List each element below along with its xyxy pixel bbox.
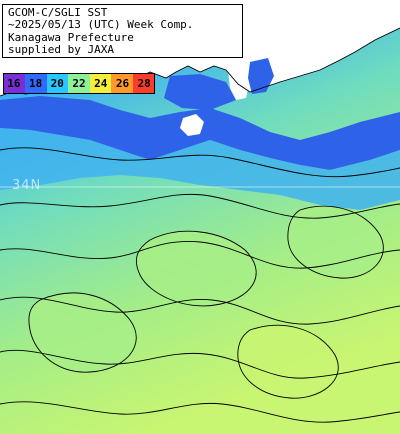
title-line-credit: supplied by JAXA — [8, 43, 114, 57]
sagami-bay — [164, 74, 236, 110]
isotherm-3 — [0, 240, 400, 269]
isotherm-10 — [287, 205, 384, 279]
title-line-region: Kanagawa Prefecture — [8, 30, 134, 44]
legend-label-22: 22 — [72, 77, 86, 90]
legend-swatch-16 — [4, 74, 26, 93]
legend-label-20: 20 — [50, 77, 64, 90]
warm-water-zone-1 — [136, 231, 257, 306]
temperature-legend-bar — [3, 73, 155, 94]
isotherm-4 — [0, 296, 400, 325]
legend-label-26: 26 — [115, 77, 130, 90]
isotherm-5 — [0, 349, 400, 379]
isotherm-1 — [0, 147, 400, 178]
tokyo-bay — [248, 58, 274, 94]
legend-swatch-24 — [89, 74, 112, 93]
temperature-legend-labels: 16 18 20 22 24 26 28 — [3, 73, 155, 94]
title-box: GCOM-C/SGLI SST ~2025/05/13 (UTC) Week C… — [2, 4, 243, 58]
warm-water-zone-2 — [28, 292, 137, 373]
title-line-satellite: GCOM-C/SGLI SST — [8, 6, 108, 19]
warm-water-zone-3 — [237, 325, 339, 399]
isotherm-8 — [28, 292, 137, 373]
land-oshima — [180, 114, 204, 136]
cool-water-zone — [0, 128, 400, 210]
legend-label-28: 28 — [137, 77, 151, 90]
legend-swatch-22 — [68, 74, 90, 93]
latitude-label: 34N — [12, 178, 42, 193]
legend-label-18: 18 — [28, 77, 43, 90]
legend-label-24: 24 — [94, 77, 108, 90]
title-line-date: ~2025/05/13 (UTC) Week Comp. — [8, 18, 194, 32]
legend-swatch-18 — [25, 74, 47, 93]
isotherm-9 — [237, 324, 339, 399]
isotherm-6 — [0, 401, 400, 423]
legend-swatch-26 — [111, 74, 133, 93]
warm-water-zone-4 — [287, 206, 384, 279]
isotherm-2 — [0, 193, 400, 219]
legend-label-16: 16 — [7, 77, 21, 90]
isotherm-7 — [136, 230, 257, 307]
legend-swatch-20 — [46, 74, 69, 93]
legend-swatch-28 — [132, 74, 154, 93]
land-peninsula — [228, 66, 250, 100]
